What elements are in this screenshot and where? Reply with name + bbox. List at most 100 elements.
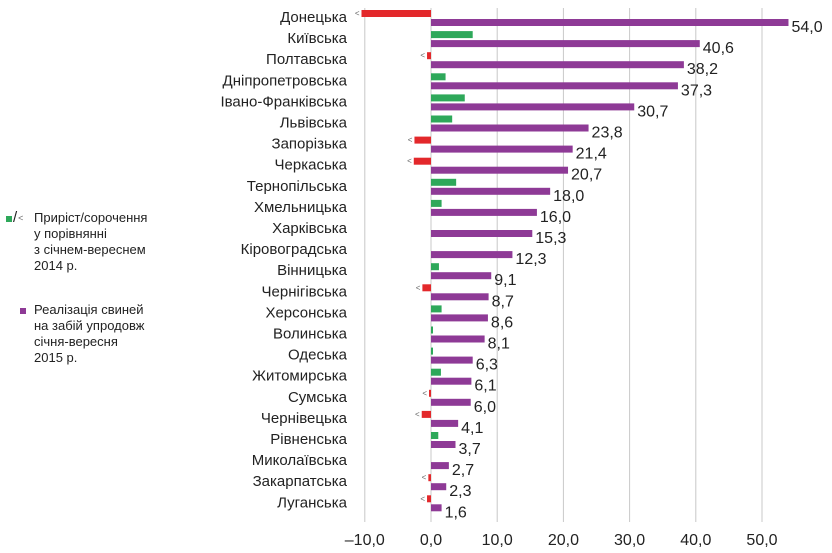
decline-marker: <: [407, 157, 412, 166]
value-label: 8,7: [492, 293, 514, 310]
growth-bar: [431, 115, 453, 123]
legend-item-sales: Реалізація свиней на забій упродовж січн…: [6, 302, 147, 366]
sales-bar: [431, 19, 789, 26]
legend-growth-line-3: з січнем-вереснем: [34, 242, 146, 257]
growth-decline-swatch: / <: [6, 210, 34, 226]
value-label: 38,2: [687, 61, 718, 78]
decline-marker: <: [408, 136, 413, 145]
region-label: Запорізька: [272, 136, 348, 153]
value-label: 9,1: [494, 272, 516, 289]
region-label: Тернопільська: [247, 178, 348, 195]
value-label: 6,0: [474, 399, 496, 416]
decline-bar: [427, 52, 431, 60]
x-tick-label: 10,0: [482, 532, 513, 549]
x-tick-label: 50,0: [746, 532, 777, 549]
decline-marker: <: [420, 51, 425, 60]
sales-bar: [431, 251, 513, 259]
green-swatch-icon: [6, 216, 12, 222]
value-label: 16,0: [540, 209, 571, 226]
region-label: Одеська: [288, 347, 348, 364]
purple-swatch-icon: [20, 308, 26, 314]
decline-bar: [427, 495, 431, 503]
region-label: Дніпропетровська: [223, 72, 348, 89]
decline-bar: [413, 157, 431, 165]
sales-bar: [431, 419, 459, 427]
decline-marker-icon: <: [18, 213, 24, 223]
growth-bar: [431, 94, 465, 102]
growth-bar: [431, 347, 433, 355]
sales-swatch: [6, 302, 34, 314]
decline-marker: <: [416, 283, 421, 292]
sales-bar: [431, 293, 489, 301]
decline-marker: <: [420, 494, 425, 503]
decline-bar: [421, 410, 431, 418]
region-label: Чернігівська: [262, 283, 348, 300]
value-label: 3,7: [458, 441, 480, 458]
region-label: Черкаська: [275, 157, 348, 174]
sales-bar: [431, 356, 473, 364]
sales-bar: [431, 441, 456, 448]
sales-bar: [431, 187, 551, 195]
slash-icon: /: [13, 209, 18, 226]
legend: / < Приріст/сорочення у порівнянні з січ…: [6, 210, 147, 366]
region-label: Львівська: [280, 115, 348, 132]
value-label: 4,1: [461, 420, 483, 437]
decline-marker: <: [422, 389, 427, 398]
region-label: Хмельницька: [254, 199, 348, 216]
sales-bar: [431, 377, 472, 385]
labels: –10,0 0,0 10,0 20,0 30,0 40,0 50,0 Донецька <54,…: [220, 9, 822, 549]
sales-bar: [431, 40, 700, 48]
region-label: Миколаївська: [252, 452, 348, 469]
region-label: Київська: [287, 30, 347, 47]
growth-bar: [431, 368, 441, 376]
legend-growth-line-4: 2014 р.: [34, 258, 78, 273]
region-label: Івано-Франківська: [220, 93, 347, 110]
legend-sales-line-2: на забій упродовж: [34, 318, 145, 333]
value-label: 6,1: [474, 378, 496, 395]
legend-sales-line-1: Реалізація свиней: [34, 302, 144, 317]
value-label: 8,6: [491, 314, 513, 331]
decline-bar: [422, 284, 431, 292]
region-label: Донецька: [280, 9, 348, 26]
sales-bar: [431, 61, 684, 69]
gridlines: [364, 8, 763, 522]
decline-bar: [428, 474, 431, 482]
sales-bar: [431, 166, 569, 174]
sales-bar: [431, 103, 635, 111]
region-label: Харківська: [272, 220, 348, 237]
sales-bar: [431, 272, 492, 280]
x-tick-label: 30,0: [614, 532, 645, 549]
value-label: 40,6: [703, 40, 734, 57]
region-label: Луганська: [277, 494, 347, 511]
growth-bar: [431, 305, 442, 313]
value-label: 8,1: [488, 336, 510, 353]
value-label: 2,7: [452, 462, 474, 479]
value-label: 20,7: [571, 167, 602, 184]
value-label: 6,3: [476, 357, 498, 374]
growth-bar: [431, 432, 439, 439]
region-label: Вінницька: [277, 262, 348, 279]
sales-bar: [431, 504, 442, 512]
sales-bar: [431, 82, 678, 90]
value-label: 2,3: [449, 483, 471, 500]
sales-bar: [431, 462, 449, 470]
sales-bar: [431, 230, 533, 237]
value-label: 21,4: [576, 146, 607, 163]
sales-bar: [431, 314, 488, 322]
region-label: Рівненська: [270, 431, 347, 448]
x-tick-label: 40,0: [680, 532, 711, 549]
x-tick-label: –10,0: [345, 532, 385, 549]
region-label: Херсонська: [265, 304, 347, 321]
region-label: Закарпатська: [253, 473, 348, 490]
value-label: 12,3: [515, 251, 546, 268]
sales-bar: [431, 483, 447, 491]
region-label: Волинська: [273, 326, 348, 343]
sales-bar: [431, 335, 485, 343]
value-label: 1,6: [445, 504, 467, 521]
value-label: 18,0: [553, 188, 584, 205]
value-label: 37,3: [681, 82, 712, 99]
decline-bar: [361, 10, 431, 17]
value-label: 54,0: [791, 19, 822, 36]
growth-bar: [431, 199, 442, 207]
